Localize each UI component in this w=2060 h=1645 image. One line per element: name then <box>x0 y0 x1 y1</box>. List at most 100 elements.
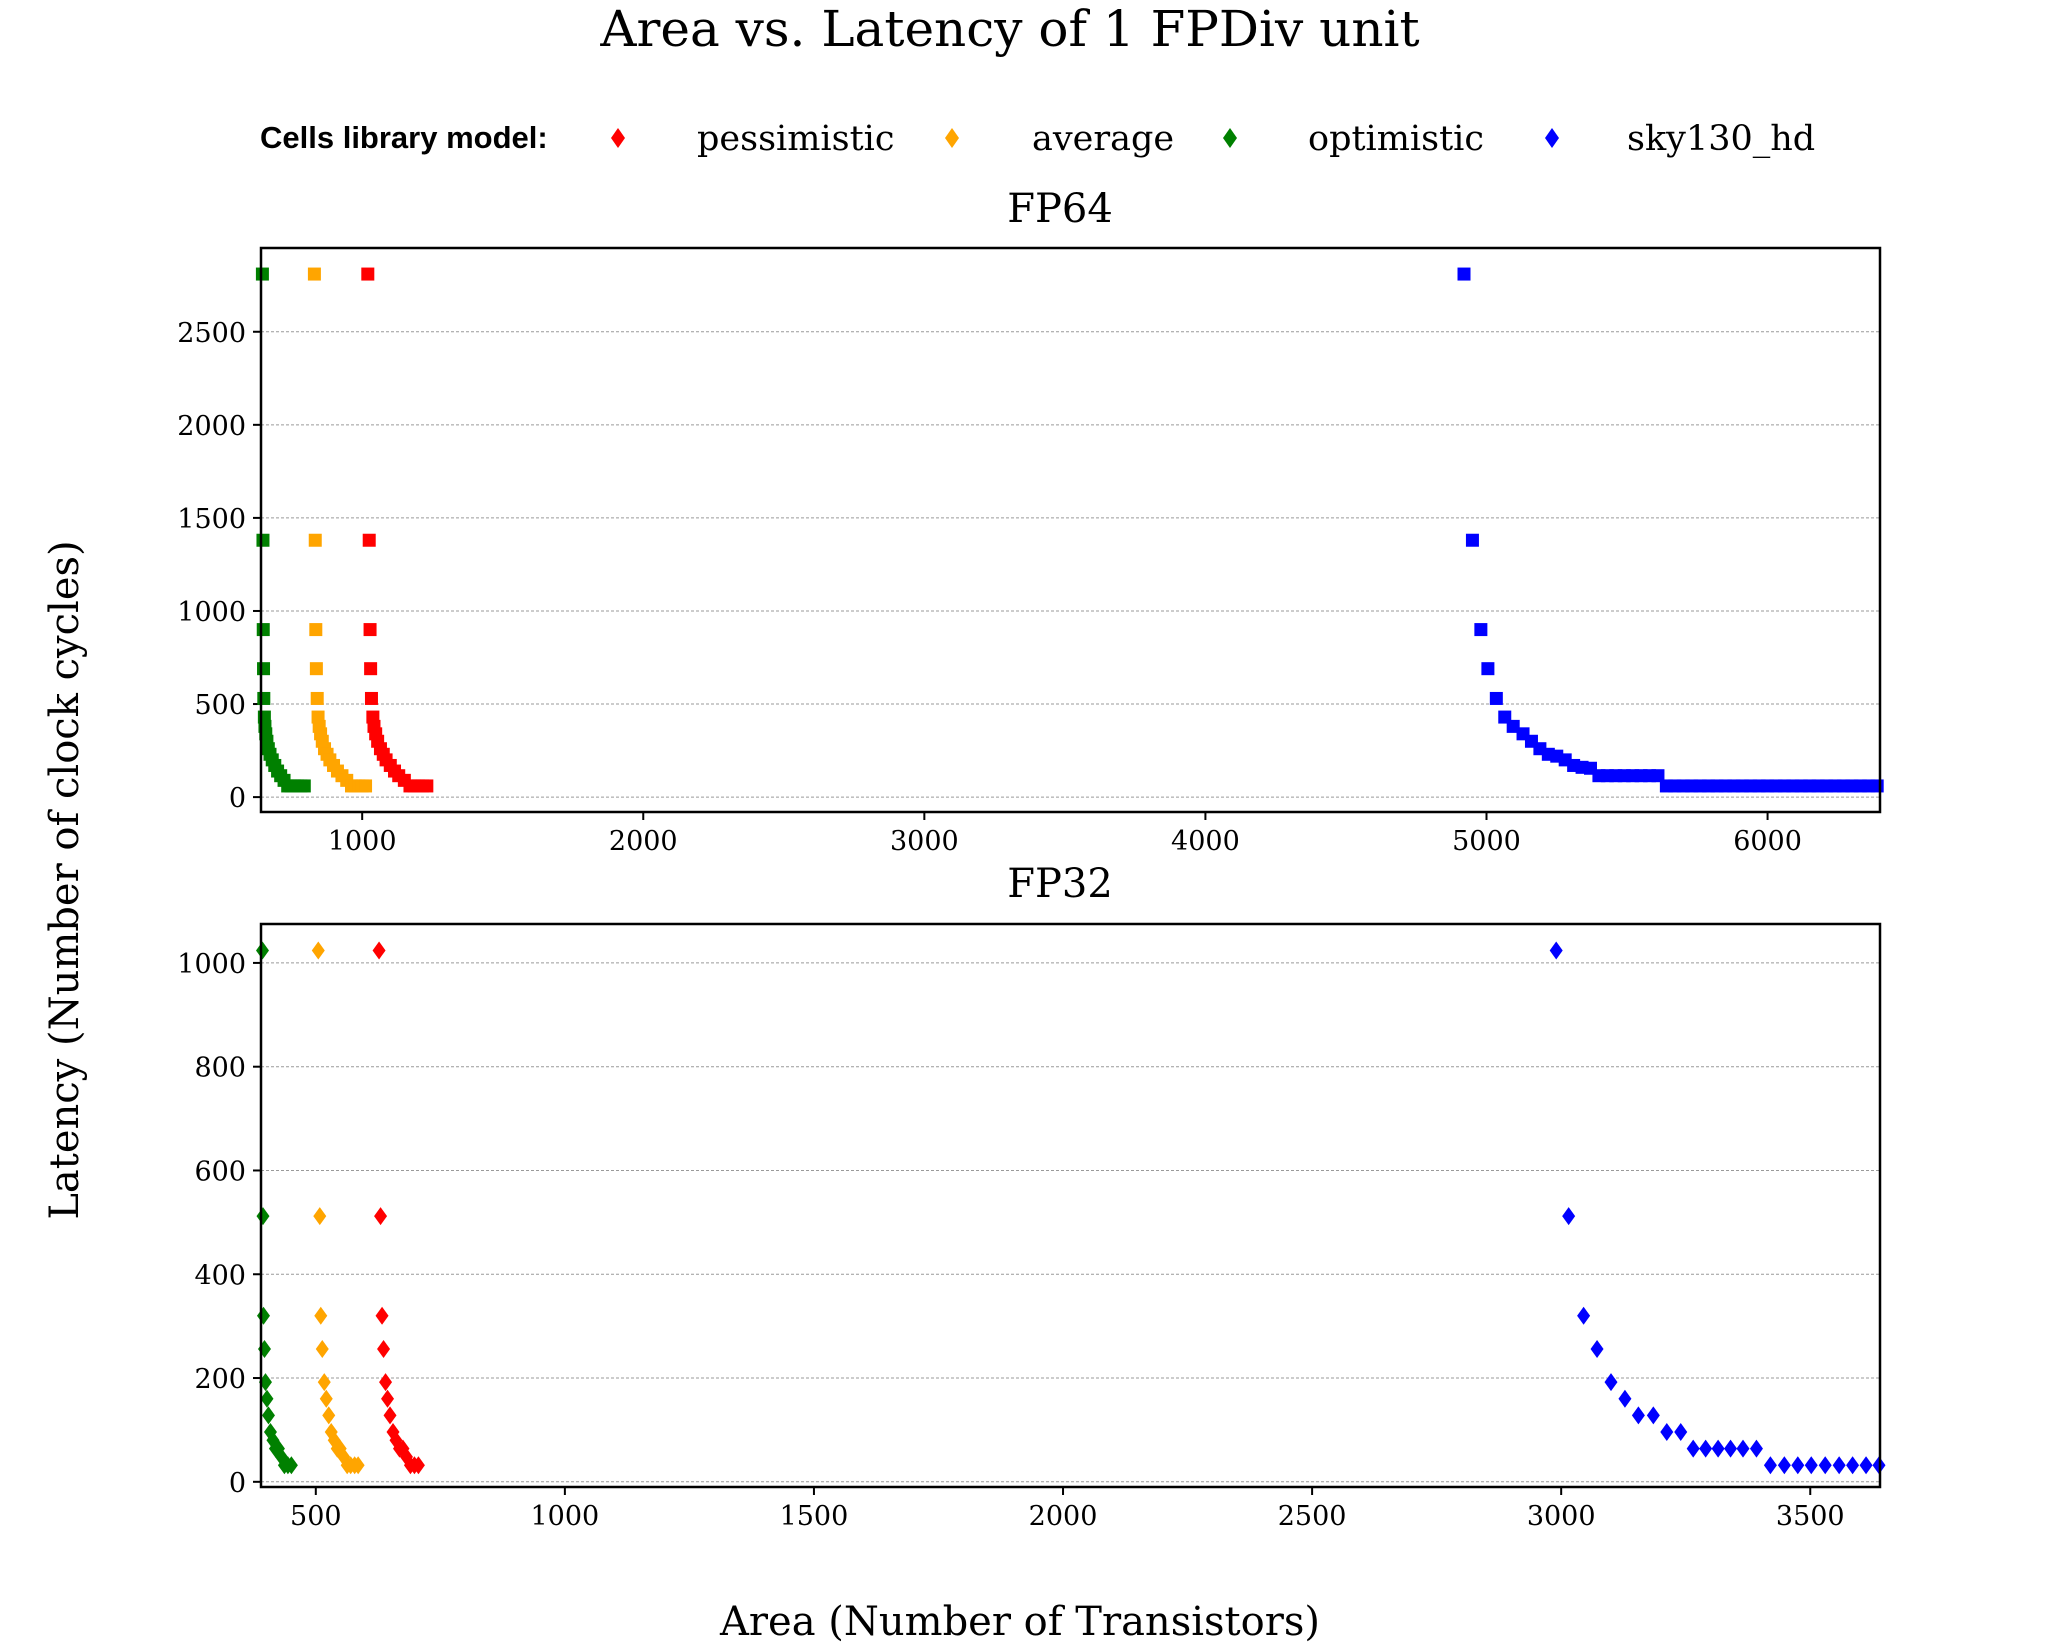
data-point <box>363 623 377 637</box>
y-tick-label: 1500 <box>177 504 246 535</box>
legend-marker-average <box>945 128 959 148</box>
subplot-title-fp32: FP32 <box>1007 861 1113 907</box>
legend-label-sky130_hd: sky130_hd <box>1627 119 1815 159</box>
series-sky130_hd <box>1457 267 1884 793</box>
data-point <box>351 1456 365 1475</box>
data-point <box>377 1339 391 1358</box>
data-point <box>260 1389 274 1408</box>
x-axis-label: Area (Number of Transistors) <box>719 1599 1320 1645</box>
data-point <box>309 662 323 676</box>
data-point <box>1562 1207 1576 1226</box>
data-point <box>1590 1339 1604 1358</box>
legend-marker-sky130_hd <box>1545 128 1559 148</box>
data-point <box>1474 623 1488 637</box>
legend-label-average: average <box>1032 119 1174 159</box>
data-point <box>256 533 270 547</box>
data-point <box>1777 1456 1791 1475</box>
data-point <box>1489 691 1503 705</box>
data-point <box>379 1373 393 1392</box>
data-point <box>257 691 271 705</box>
data-point <box>364 691 378 705</box>
data-point <box>1791 1456 1805 1475</box>
data-point <box>1763 1456 1777 1475</box>
data-point <box>310 691 324 705</box>
data-point <box>261 1406 275 1425</box>
data-point <box>364 662 378 676</box>
x-tick-label: 5000 <box>1452 826 1521 857</box>
data-point <box>1457 267 1471 281</box>
data-point <box>411 1456 425 1475</box>
data-point <box>1699 1439 1713 1458</box>
data-point <box>257 662 271 676</box>
data-point <box>1749 1439 1763 1458</box>
x-tick-label: 3000 <box>890 826 959 857</box>
data-point <box>255 267 269 281</box>
data-point <box>1686 1439 1700 1458</box>
data-point <box>1660 1422 1674 1441</box>
data-point <box>297 779 311 793</box>
x-tick-label: 2500 <box>1278 1501 1347 1532</box>
subplot-title-fp64: FP64 <box>1007 186 1113 232</box>
data-point <box>375 1306 389 1325</box>
data-point <box>313 1207 327 1226</box>
y-tick-label: 2500 <box>177 318 246 349</box>
data-point <box>1736 1439 1750 1458</box>
data-point <box>1674 1422 1688 1441</box>
data-point <box>1846 1456 1860 1475</box>
y-tick-label: 0 <box>229 1468 246 1499</box>
data-point <box>1818 1456 1832 1475</box>
x-tick-label: 1000 <box>328 826 397 857</box>
data-point <box>309 623 323 637</box>
data-point <box>1646 1406 1660 1425</box>
data-point <box>1604 1373 1618 1392</box>
x-tick-label: 1000 <box>531 1501 600 1532</box>
data-point <box>362 533 376 547</box>
y-tick-label: 1000 <box>177 597 246 628</box>
data-point <box>1506 719 1520 733</box>
data-point <box>311 941 325 960</box>
data-point <box>256 1306 270 1325</box>
x-tick-label: 2000 <box>1029 1501 1098 1532</box>
y-tick-label: 1000 <box>177 949 246 980</box>
data-point <box>1618 1389 1632 1408</box>
x-tick-label: 6000 <box>1733 826 1802 857</box>
data-point <box>1481 662 1495 676</box>
data-point <box>374 1207 388 1226</box>
series-average <box>307 267 373 793</box>
data-point <box>1465 533 1479 547</box>
data-point <box>314 1306 328 1325</box>
data-point <box>315 1339 329 1358</box>
plot-frame <box>259 246 1882 814</box>
data-point <box>420 779 434 793</box>
data-point <box>1832 1456 1846 1475</box>
data-point <box>317 1373 331 1392</box>
y-tick-label: 0 <box>229 783 246 814</box>
data-point <box>308 533 322 547</box>
series-average <box>311 941 365 1475</box>
data-point <box>359 779 373 793</box>
legend-label-pessimistic: pessimistic <box>697 119 894 159</box>
data-point <box>1870 779 1884 793</box>
series-optimistic <box>255 941 298 1475</box>
data-point <box>1711 1439 1725 1458</box>
y-tick-label: 600 <box>194 1156 246 1187</box>
data-point <box>372 941 386 960</box>
series-sky130_hd <box>1549 941 1886 1475</box>
y-tick-label: 200 <box>194 1364 246 1395</box>
data-point <box>1724 1439 1738 1458</box>
data-point <box>1804 1456 1818 1475</box>
x-tick-label: 500 <box>290 1501 342 1532</box>
data-point <box>383 1406 397 1425</box>
data-point <box>1577 1306 1591 1325</box>
plot-frame <box>259 922 1882 1489</box>
y-axis-label: Latency (Number of clock cycles) <box>42 540 88 1219</box>
x-tick-label: 2000 <box>609 826 678 857</box>
data-point <box>322 1406 336 1425</box>
legend-label-optimistic: optimistic <box>1308 119 1484 159</box>
x-tick-label: 1500 <box>780 1501 849 1532</box>
legend-marker-optimistic <box>1223 128 1237 148</box>
data-point <box>256 623 270 637</box>
data-point <box>1631 1406 1645 1425</box>
legend-title: Cells library model: <box>260 120 548 155</box>
